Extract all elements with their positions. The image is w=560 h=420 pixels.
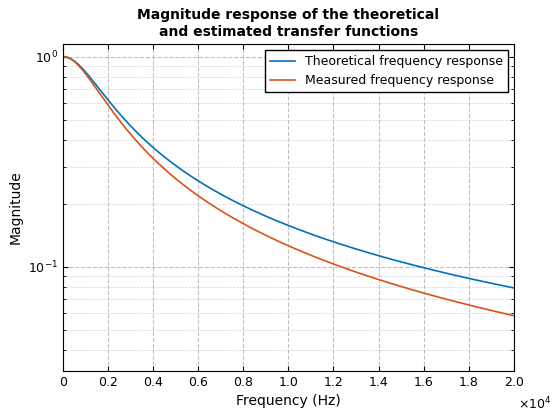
Text: $\times10^{4}$: $\times10^{4}$ [519, 395, 552, 412]
Theoretical frequency response [252, 209, 259, 214]
Theoretical frequency response [138, 134, 144, 139]
Theoretical frequency response [502, 284, 508, 289]
Measured frequency response [453, 299, 460, 304]
Theoretical frequency response [59, 54, 66, 59]
Line: Theoretical frequency response: Theoretical frequency response [63, 57, 514, 288]
Y-axis label: Magnitude: Magnitude [8, 171, 22, 244]
Measured frequency response [511, 313, 517, 318]
Title: Magnitude response of the theoretical
and estimated transfer functions: Magnitude response of the theoretical an… [137, 8, 440, 39]
X-axis label: Frequency (Hz): Frequency (Hz) [236, 394, 340, 408]
Measured frequency response [502, 311, 508, 316]
Theoretical frequency response [232, 200, 239, 205]
Theoretical frequency response [453, 273, 460, 278]
Measured frequency response [232, 217, 239, 222]
Measured frequency response [111, 111, 118, 116]
Theoretical frequency response [511, 286, 517, 291]
Measured frequency response [252, 228, 259, 233]
Measured frequency response [59, 54, 66, 59]
Line: Measured frequency response: Measured frequency response [63, 57, 514, 316]
Legend: Theoretical frequency response, Measured frequency response: Theoretical frequency response, Measured… [264, 50, 507, 92]
Measured frequency response [138, 144, 144, 149]
Theoretical frequency response [111, 105, 118, 110]
